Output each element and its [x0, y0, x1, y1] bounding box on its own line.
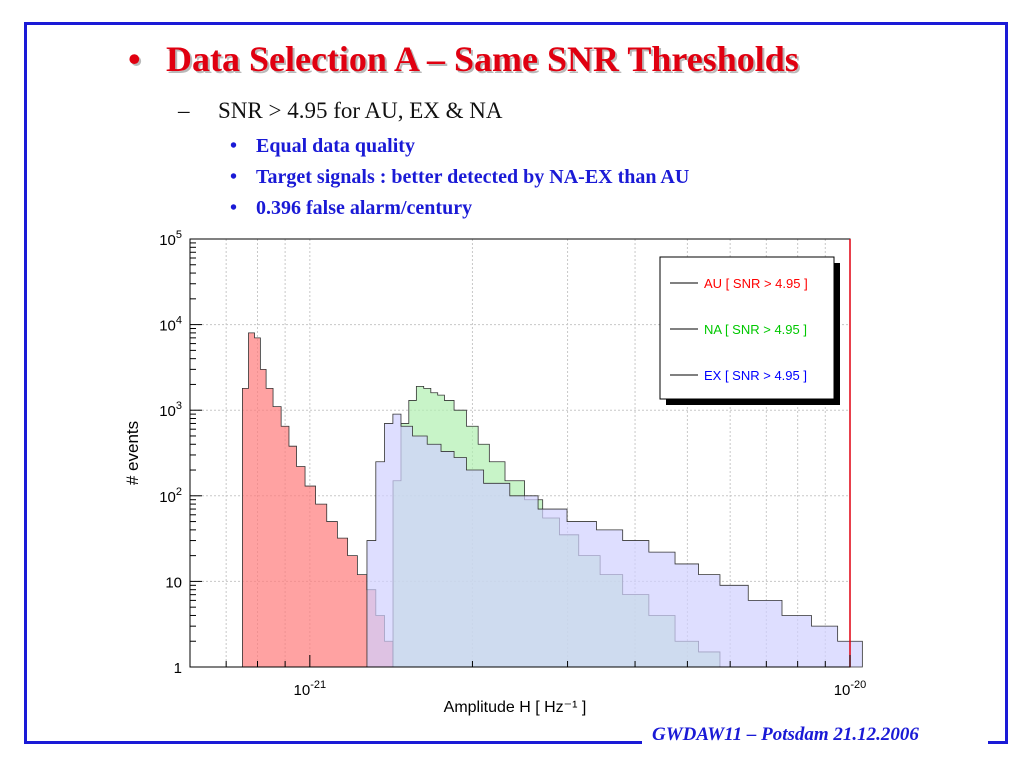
legend-label: AU [ SNR > 4.95 ] — [704, 276, 808, 291]
bullet-dot: • — [230, 166, 238, 188]
x-axis-label: Amplitude H [ Hz⁻¹ ] — [444, 699, 587, 716]
legend-label: EX [ SNR > 4.95 ] — [704, 368, 807, 383]
bullet-item: • 0.396 false alarm/century — [230, 196, 689, 227]
bullet-item: • Equal data quality — [230, 134, 689, 165]
legend-label: NA [ SNR > 4.95 ] — [704, 322, 807, 337]
legend: AU [ SNR > 4.95 ] NA [ SNR > 4.95 ] EX [ S… — [659, 256, 840, 405]
bullet-text: 0.396 false alarm/century — [256, 197, 473, 219]
slide-frame — [24, 22, 1008, 744]
slide-subtitle: SNR > 4.95 for AU, EX & NA — [218, 98, 503, 123]
series-layer — [242, 332, 863, 668]
histogram-series — [366, 413, 863, 668]
bullet-item: • Target signals : better detected by NA-… — [230, 165, 689, 196]
slide-title-row: • Data Selection A – Same SNR Thresholds — [128, 38, 799, 84]
subtitle-row: – SNR > 4.95 for AU, EX & NA — [178, 98, 503, 124]
slide-footer: GWDAW11 – Potsdam 21.12.2006 — [652, 724, 919, 745]
subtitle-dash: – — [178, 98, 190, 123]
bullet-dot: • — [230, 197, 238, 219]
bullet-dot: • — [230, 135, 238, 157]
bullet-text: Target signals : better detected by NA-E… — [256, 166, 690, 188]
title-bullet: • — [128, 39, 141, 79]
slide-title: Data Selection A – Same SNR Thresholds — [166, 39, 799, 79]
bullet-list: • Equal data quality • Target signals : be… — [230, 134, 689, 227]
legend-entries: AU [ SNR > 4.95 ] NA [ SNR > 4.95 ] EX [ S… — [670, 276, 808, 383]
y-axis-label: # events — [123, 421, 142, 485]
y-tick-label: 1 — [174, 660, 182, 677]
footer-gap — [642, 736, 988, 752]
bullet-text: Equal data quality — [256, 135, 415, 157]
y-tick-label: 10 — [165, 574, 182, 591]
